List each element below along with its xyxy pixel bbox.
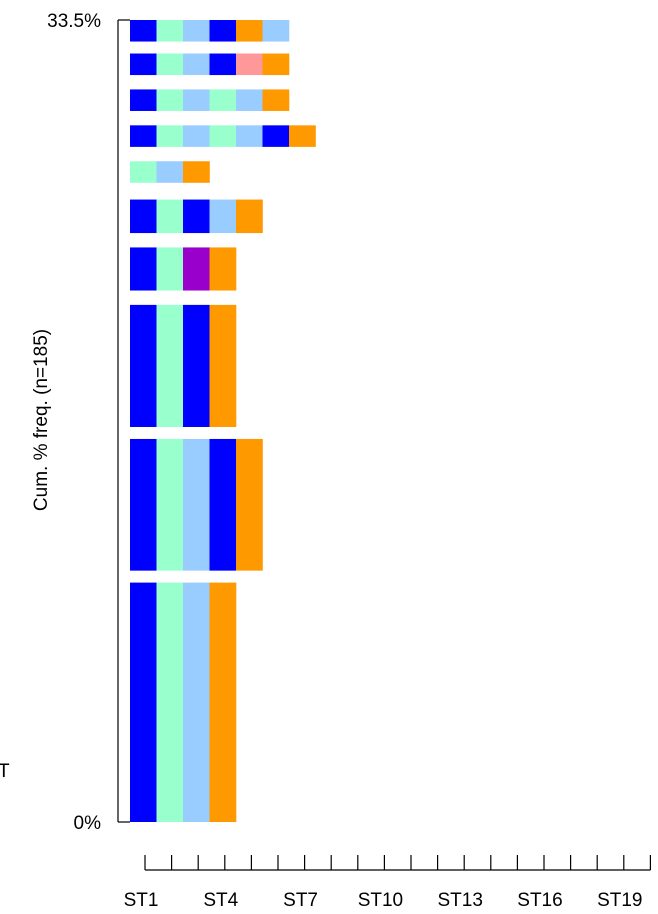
bar-segment-r5-c1: [130, 199, 157, 234]
x-tick-label-st10: ST10: [358, 890, 403, 911]
bar-segment-r9-c6: [262, 53, 290, 76]
sequence-bars: [130, 20, 316, 822]
bar-segment-r8-c2: [156, 89, 184, 111]
bar-segment-r10-c3: [183, 20, 210, 42]
bar-segment-r7-c2: [156, 125, 184, 147]
bar-segment-r1-c3: [183, 582, 210, 822]
bar-segment-r5-c2: [156, 199, 184, 234]
bar-segment-r4-c2: [156, 247, 184, 291]
bar-segment-r8-c5: [236, 89, 263, 111]
x-tick-label-st7: ST7: [283, 890, 318, 911]
bar-segment-r4-c3: [183, 247, 210, 291]
bar-segment-r9-c4: [209, 53, 237, 76]
bar-segment-r2-c4: [209, 438, 237, 571]
bar-segment-r7-c7: [289, 125, 316, 147]
x-tick-label-st16: ST16: [517, 890, 562, 911]
y-tick-label-top: 33.5%: [47, 11, 101, 32]
bar-segment-r3-c2: [156, 304, 184, 427]
y-axis: 33.5% 0%: [47, 11, 130, 834]
x-tick-label-st19: ST19: [597, 890, 642, 911]
bar-segment-r9-c5: [236, 53, 263, 76]
bar-segment-r1-c4: [209, 582, 237, 822]
bar-segment-r9-c3: [183, 53, 210, 76]
bar-segment-r8-c3: [183, 89, 210, 111]
bar-segment-r8-c6: [262, 89, 290, 111]
bar-segment-r3-c4: [209, 304, 237, 427]
bar-segment-r7-c3: [183, 125, 210, 147]
bar-segment-r7-c1: [130, 125, 157, 147]
bar-segment-r4-c4: [209, 247, 237, 291]
bar-segment-r3-c1: [130, 304, 157, 427]
bar-segment-r2-c5: [236, 438, 263, 571]
bar-segment-r10-c5: [236, 20, 263, 42]
bar-segment-r10-c6: [262, 20, 290, 42]
clipped-legend-text: T: [0, 761, 10, 782]
bar-segment-r2-c1: [130, 438, 157, 571]
bar-segment-r6-c3: [183, 161, 210, 183]
bar-segment-r9-c1: [130, 53, 157, 76]
bar-segment-r7-c4: [209, 125, 237, 147]
x-tick-label-st13: ST13: [437, 890, 482, 911]
x-tick-label-st4: ST4: [203, 890, 238, 911]
bar-segment-r1-c1: [130, 582, 157, 822]
bar-segment-r2-c3: [183, 438, 210, 571]
bar-segment-r10-c2: [156, 20, 184, 42]
bar-segment-r7-c5: [236, 125, 263, 147]
bar-segment-r5-c4: [209, 199, 237, 234]
bar-segment-r1-c2: [156, 582, 184, 822]
bar-segment-r6-c1: [130, 161, 157, 183]
bar-segment-r3-c3: [183, 304, 210, 427]
bar-segment-r6-c2: [156, 161, 184, 183]
y-axis-label: Cum. % freq. (n=185): [31, 329, 52, 511]
x-tick-label-st1: ST1: [124, 890, 159, 911]
bar-segment-r5-c3: [183, 199, 210, 234]
bar-segment-r5-c5: [236, 199, 263, 234]
y-tick-label-bottom: 0%: [74, 813, 102, 834]
bar-segment-r9-c2: [156, 53, 184, 76]
x-axis: ST1 ST4 ST7 ST10 ST13 ST16 ST19: [124, 855, 652, 911]
bar-segment-r4-c1: [130, 247, 157, 291]
bar-segment-r10-c1: [130, 20, 157, 42]
bar-segment-r7-c6: [262, 125, 290, 147]
bar-segment-r2-c2: [156, 438, 184, 571]
bar-segment-r10-c4: [209, 20, 237, 42]
bar-segment-r8-c1: [130, 89, 157, 111]
bar-segment-r8-c4: [209, 89, 237, 111]
